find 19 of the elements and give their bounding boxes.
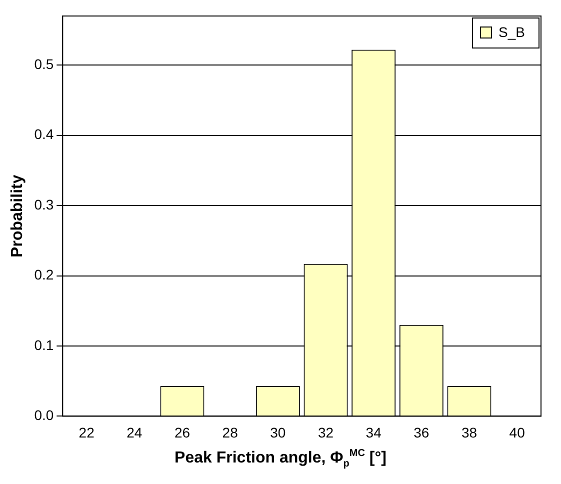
x-tick-label: 34 xyxy=(366,424,382,440)
y-tick-label: 0.4 xyxy=(34,126,54,142)
x-tick-label: 26 xyxy=(174,424,190,440)
x-tick-label: 38 xyxy=(461,424,478,440)
y-tick-label: 0.0 xyxy=(34,407,54,424)
x-tick-label: 32 xyxy=(318,424,334,440)
x-tick-label: 36 xyxy=(414,424,430,440)
x-tick-label: 24 xyxy=(126,424,142,440)
legend-label: S_B xyxy=(498,24,526,40)
x-axis-title: Peak Friction angle, Φ$_{p}$$^{MC}$ [°] xyxy=(174,448,388,470)
y-tick-label: 0.5 xyxy=(34,56,54,72)
y-axis-title: Probability xyxy=(9,174,26,258)
x-tick-label: 28 xyxy=(222,424,238,440)
y-tick-label: 0.2 xyxy=(34,266,54,283)
x-tick-label: 22 xyxy=(78,424,95,440)
y-tick-label: 0.3 xyxy=(34,196,54,212)
x-tick-label: 30 xyxy=(270,424,286,440)
y-tick-label: 0.1 xyxy=(34,336,54,353)
x-tick-label: 40 xyxy=(509,424,526,440)
